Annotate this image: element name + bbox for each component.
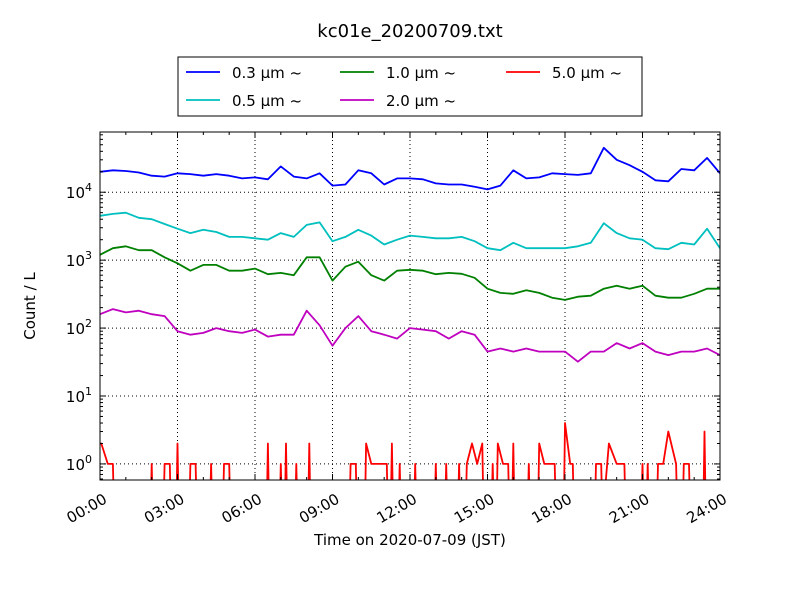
x-tick-label: 06:00 <box>219 490 265 527</box>
x-tick-label: 21:00 <box>606 490 652 527</box>
chart-title: kc01e_20200709.txt <box>317 21 502 42</box>
legend-label: 5.0 μm ~ <box>552 64 622 82</box>
legend-label: 0.3 μm ~ <box>232 64 302 82</box>
x-tick-label: 00:00 <box>64 490 110 527</box>
x-tick-label: 24:00 <box>684 490 730 527</box>
y-tick-label: 104 <box>66 181 92 202</box>
legend-box <box>177 56 643 117</box>
y-tick-label: 103 <box>66 249 92 270</box>
series-line <box>100 308 720 363</box>
legend: 0.3 μm ~ 0.5 μm ~ 1.0 μm ~ 2.0 μm ~ 5.0 μm ~ <box>177 56 643 117</box>
x-axis-label: Time on 2020-07-09 (JST) <box>313 531 506 549</box>
series-line <box>100 146 720 191</box>
y-axis-label: Count / L <box>21 272 39 340</box>
x-tick-label: 09:00 <box>296 490 342 527</box>
y-tick-labels: 100 101 102 103 104 <box>66 181 92 474</box>
legend-label: 2.0 μm ~ <box>386 92 456 110</box>
x-tick-label: 03:00 <box>141 490 187 527</box>
series-line <box>100 211 720 252</box>
y-tick-label: 102 <box>66 317 92 338</box>
y-tick-label: 101 <box>66 385 92 406</box>
legend-label: 1.0 μm ~ <box>386 64 456 82</box>
x-tick-label: 12:00 <box>374 490 420 527</box>
series-line <box>100 422 707 480</box>
series-lines <box>100 146 720 480</box>
legend-label: 0.5 μm ~ <box>232 92 302 110</box>
x-tick-label: 15:00 <box>451 490 497 527</box>
y-tick-label: 100 <box>66 453 92 474</box>
grid <box>100 132 720 480</box>
x-tick-label: 18:00 <box>529 490 575 527</box>
plot-frame <box>99 131 721 481</box>
series-line <box>100 245 720 301</box>
x-tick-labels: 00:00 03:00 06:00 09:00 12:00 15:00 18:00 21:00… <box>64 490 730 527</box>
